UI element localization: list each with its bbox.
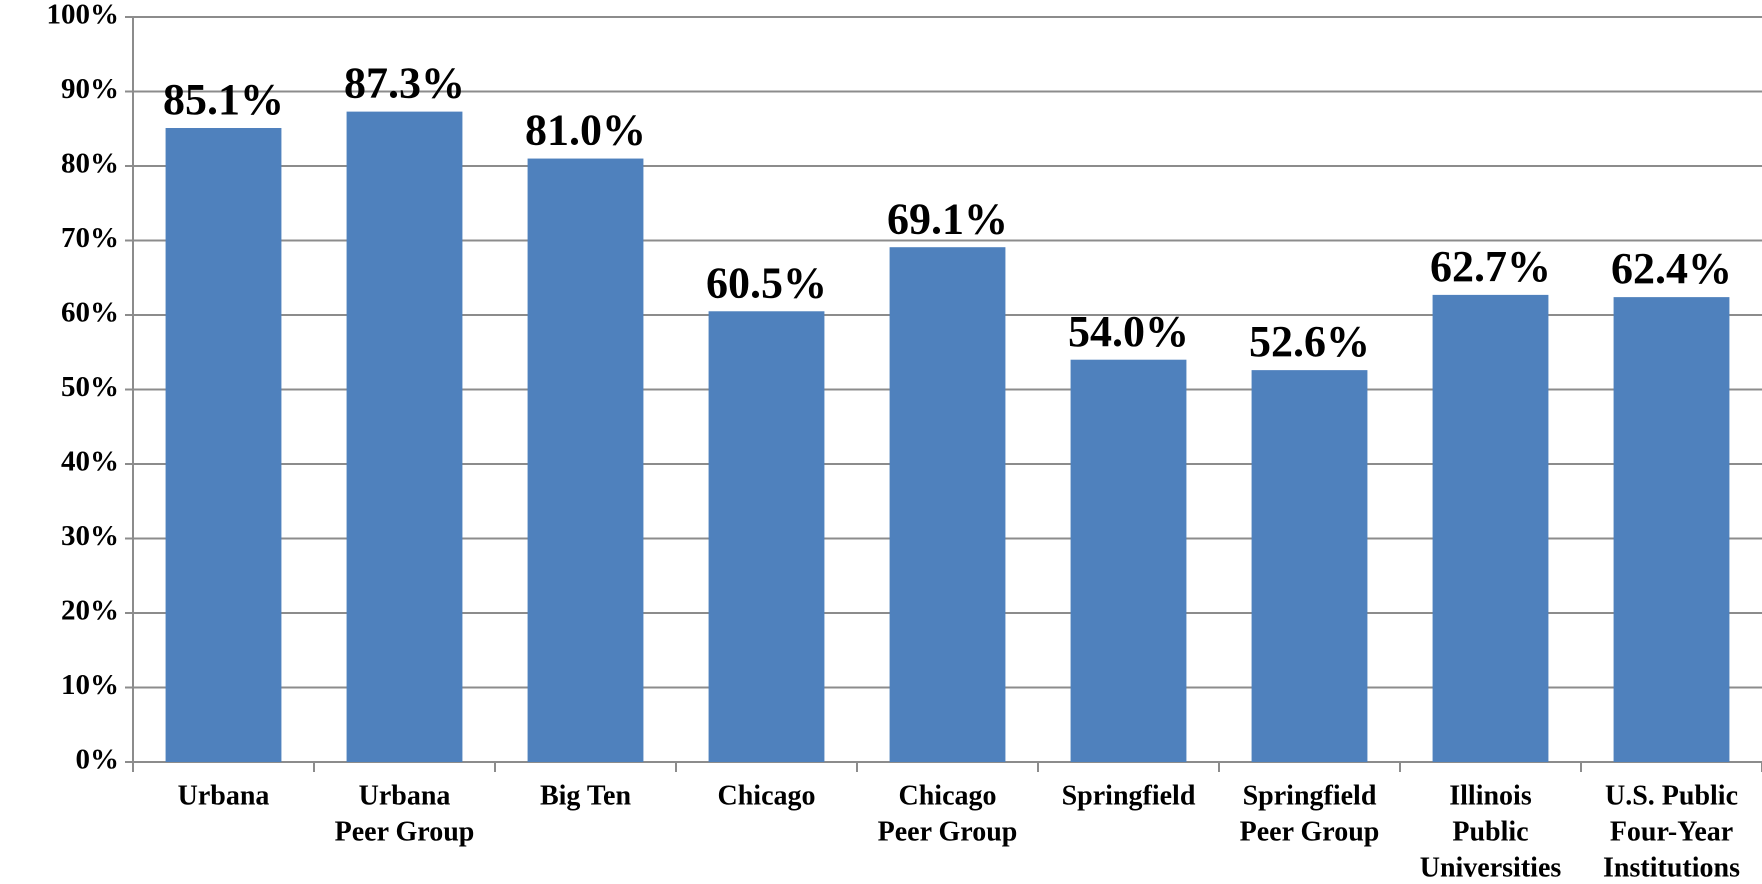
bar [346,111,463,763]
x-tick-label: Urbana [178,780,270,811]
y-tick-label: 80% [61,148,119,180]
x-tick-label: U.S. Public [1605,780,1738,811]
x-tick-label: Peer Group [1240,816,1380,847]
x-tick-label: Urbana [359,780,451,811]
bar [889,247,1006,762]
value-label: 81.0% [525,106,646,155]
x-tick-label: Peer Group [335,816,475,847]
x-tick-label: Chicago [899,780,997,811]
value-label: 54.0% [1068,307,1189,356]
x-tick-label: Illinois [1449,780,1532,811]
y-tick-label: 30% [61,520,119,552]
bar [1251,370,1368,762]
value-label: 60.5% [706,258,827,307]
bar [708,311,825,762]
y-tick-label: 90% [61,73,119,105]
y-tick-label: 60% [61,297,119,329]
bar [527,158,644,763]
value-label: 62.7% [1430,242,1551,291]
value-label: 69.1% [887,194,1008,243]
y-tick-label: 20% [61,595,119,627]
x-tick-label: Springfield [1243,780,1377,811]
bar [1432,294,1549,762]
x-tick-label: Springfield [1062,780,1196,811]
x-tick-label: Chicago [718,780,816,811]
x-tick-label: Four-Year [1610,816,1733,847]
value-label: 87.3% [344,59,465,108]
y-tick-label: 50% [61,371,119,403]
value-label: 52.6% [1249,317,1370,366]
x-tick-label: Peer Group [878,816,1018,847]
y-tick-label: 0% [76,744,120,776]
y-tick-label: 40% [61,446,119,478]
bar [1613,297,1730,762]
x-tick-label: Universities [1420,852,1562,883]
bar [165,128,282,762]
bar [1070,359,1187,762]
value-label: 62.4% [1611,244,1732,293]
value-label: 85.1% [163,75,284,124]
x-tick-label: Big Ten [540,780,631,811]
y-tick-label: 100% [47,0,120,31]
x-tick-label: Institutions [1603,852,1740,883]
y-tick-label: 70% [61,222,119,254]
y-tick-label: 10% [61,669,119,701]
x-tick-label: Public [1452,816,1528,847]
